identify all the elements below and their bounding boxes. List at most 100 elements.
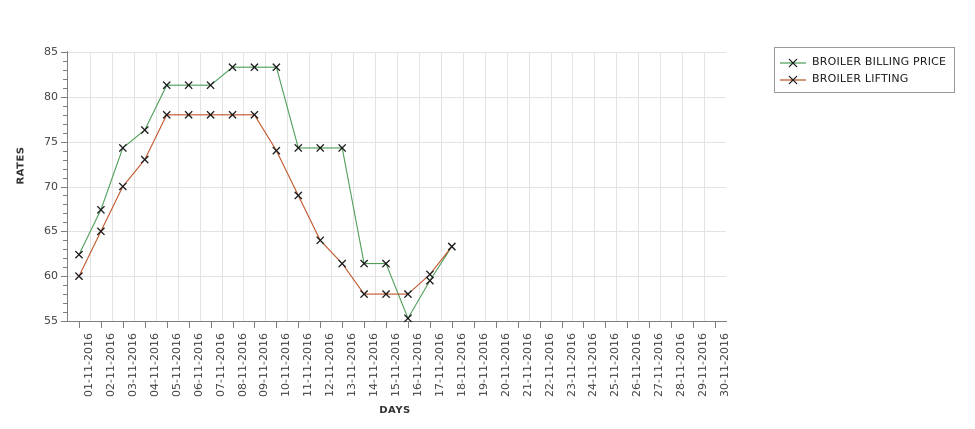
gridline-vertical (594, 52, 595, 321)
y-tick-minor (63, 133, 68, 134)
y-tick-label: 75 (44, 134, 58, 148)
y-tick-minor (63, 88, 68, 89)
y-tick-minor (63, 204, 68, 205)
gridline-vertical (616, 52, 617, 321)
gridline-vertical (441, 52, 442, 321)
data-point-marker (118, 143, 127, 153)
data-point-marker (403, 314, 413, 323)
data-point-marker (250, 63, 259, 72)
y-tick-minor (63, 285, 68, 286)
y-tick-minor (63, 249, 68, 250)
y-tick-label: 55 (44, 314, 58, 327)
legend: BROILER BILLING PRICE BROILER LIFTING (774, 47, 956, 93)
gridline-vertical (353, 52, 354, 321)
data-point-marker (316, 143, 325, 153)
data-point-marker (140, 155, 149, 164)
x-axis-ticks (79, 322, 716, 328)
data-point-marker (74, 272, 84, 281)
x-tick (496, 322, 497, 328)
gridline-vertical (660, 52, 661, 321)
data-point-marker (338, 143, 347, 153)
data-point-marker (360, 290, 369, 299)
y-tick-minor (63, 70, 68, 71)
y-tick-minor (63, 178, 68, 179)
gridline-vertical (507, 52, 508, 321)
y-tick-major (61, 52, 68, 53)
legend-item[interactable]: BROILER BILLING PRICE (780, 53, 946, 70)
plot-area (68, 52, 726, 321)
y-tick-minor (63, 124, 68, 125)
x-tick (276, 322, 277, 328)
y-tick-minor (63, 61, 68, 62)
x-tick (101, 322, 102, 328)
x-tick (254, 322, 255, 328)
gridline-vertical (572, 52, 573, 321)
data-point-marker (338, 259, 347, 268)
data-point-marker (184, 110, 193, 119)
y-tick-minor (63, 312, 68, 313)
gridline-vertical (90, 52, 91, 321)
x-tick (649, 322, 650, 328)
data-point-marker (250, 110, 259, 119)
gridline-vertical (265, 52, 266, 321)
gridline-vertical (551, 52, 552, 321)
y-tick-minor (63, 169, 68, 170)
y-tick-major (61, 142, 68, 143)
x-tick (430, 322, 431, 328)
gridline-vertical (638, 52, 639, 321)
gridline-vertical (309, 52, 310, 321)
y-tick-label: 70 (44, 179, 58, 193)
gridline-vertical (704, 52, 705, 321)
y-tick-label: 60 (44, 269, 58, 283)
y-tick-minor (63, 151, 68, 152)
data-point-marker (228, 110, 237, 119)
x-axis-title: DAYS (379, 405, 411, 416)
x-tick (605, 322, 606, 328)
data-point-marker (425, 270, 434, 279)
x-tick (189, 322, 190, 328)
gridline-vertical (682, 52, 683, 321)
y-axis-line (67, 51, 68, 322)
x-tick (474, 322, 475, 328)
data-point-marker (74, 250, 84, 259)
x-tick (342, 322, 343, 328)
data-point-marker (425, 276, 434, 285)
data-point-marker (294, 143, 303, 153)
data-point-marker (294, 191, 303, 200)
gridline-vertical (156, 52, 157, 321)
x-tick (562, 322, 563, 328)
x-tick (518, 322, 519, 328)
y-tick-major (61, 97, 68, 98)
x-axis-line (67, 321, 727, 322)
x-tick (364, 322, 365, 328)
y-tick-minor (63, 79, 68, 80)
data-point-marker (206, 110, 215, 119)
data-point-marker (162, 81, 171, 90)
data-point-marker (360, 259, 369, 268)
legend-item[interactable]: BROILER LIFTING (780, 70, 946, 87)
series-line (78, 114, 453, 295)
y-axis-title: RATES (15, 146, 27, 185)
y-tick-major (61, 187, 68, 188)
legend-label: BROILER LIFTING (812, 72, 909, 85)
x-tick (452, 322, 453, 328)
x-tick (123, 322, 124, 328)
y-tick-minor (63, 115, 68, 116)
gridline-vertical (397, 52, 398, 321)
x-tick (320, 322, 321, 328)
data-point-marker (140, 125, 149, 135)
data-point-marker (447, 242, 456, 251)
y-tick-major (61, 231, 68, 232)
gridline-vertical (331, 52, 332, 321)
data-point-marker (316, 236, 325, 245)
x-tick (145, 322, 146, 328)
y-tick-major (61, 276, 68, 277)
y-axis-labels: 55 60 65 70 75 80 85 (14, 0, 58, 429)
data-point-marker (381, 259, 391, 268)
x-tick (386, 322, 387, 328)
y-tick-major (61, 321, 68, 322)
x-tick (693, 322, 694, 328)
data-point-marker (272, 63, 281, 72)
gridline-vertical (419, 52, 420, 321)
chart-canvas: 55 60 65 70 75 80 85 01-11-2016 02-11-2016 03-11… (14, 0, 732, 429)
